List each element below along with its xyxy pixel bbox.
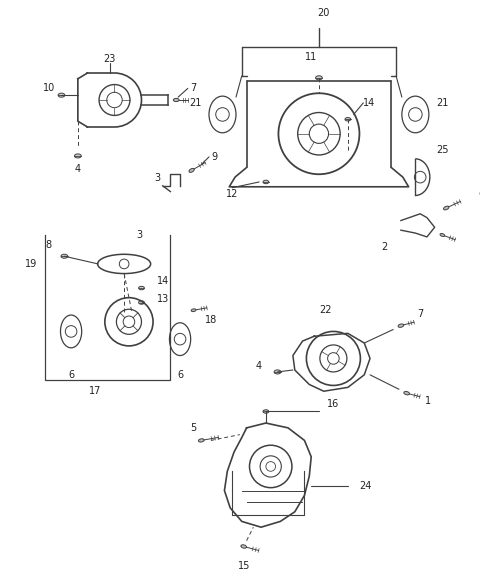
Text: 14: 14 <box>363 98 375 108</box>
Text: 11: 11 <box>305 51 317 62</box>
Ellipse shape <box>173 98 179 102</box>
Text: 21: 21 <box>436 98 448 108</box>
Text: 3: 3 <box>136 230 143 240</box>
Ellipse shape <box>274 370 281 374</box>
Ellipse shape <box>61 254 68 258</box>
Text: 8: 8 <box>46 240 52 250</box>
Text: 16: 16 <box>327 399 339 409</box>
Text: 25: 25 <box>436 145 449 155</box>
Text: 12: 12 <box>226 188 239 198</box>
Ellipse shape <box>139 301 144 304</box>
Ellipse shape <box>191 309 196 312</box>
Ellipse shape <box>189 168 194 172</box>
Ellipse shape <box>440 234 444 236</box>
Text: 15: 15 <box>238 561 250 570</box>
Ellipse shape <box>398 324 404 327</box>
Ellipse shape <box>263 180 269 184</box>
Text: 17: 17 <box>89 386 101 397</box>
Text: 6: 6 <box>68 370 74 380</box>
Ellipse shape <box>198 439 204 442</box>
Text: 24: 24 <box>359 481 372 491</box>
Text: 9: 9 <box>478 191 480 201</box>
Ellipse shape <box>444 206 449 210</box>
Text: 18: 18 <box>205 315 217 325</box>
Ellipse shape <box>315 76 322 80</box>
Ellipse shape <box>404 391 409 395</box>
Text: 19: 19 <box>25 259 37 269</box>
Text: 23: 23 <box>104 54 116 65</box>
Ellipse shape <box>58 93 65 97</box>
Text: 4: 4 <box>75 164 81 175</box>
Text: 10: 10 <box>43 83 55 94</box>
Text: 14: 14 <box>156 276 169 286</box>
Ellipse shape <box>139 286 144 290</box>
Text: 20: 20 <box>318 8 330 18</box>
Text: 4: 4 <box>255 361 261 371</box>
Text: 21: 21 <box>189 98 202 108</box>
Text: 5: 5 <box>191 423 197 433</box>
Text: 7: 7 <box>417 309 423 319</box>
Text: 1: 1 <box>425 396 431 406</box>
Text: 2: 2 <box>382 242 388 251</box>
Ellipse shape <box>263 410 269 413</box>
Text: 13: 13 <box>156 294 169 303</box>
Text: 6: 6 <box>177 370 183 380</box>
Ellipse shape <box>345 117 351 121</box>
Text: 3: 3 <box>154 173 160 183</box>
Ellipse shape <box>74 154 81 158</box>
Ellipse shape <box>241 545 247 548</box>
Text: 22: 22 <box>319 305 332 315</box>
Text: 9: 9 <box>212 152 218 162</box>
Text: 7: 7 <box>191 83 197 94</box>
